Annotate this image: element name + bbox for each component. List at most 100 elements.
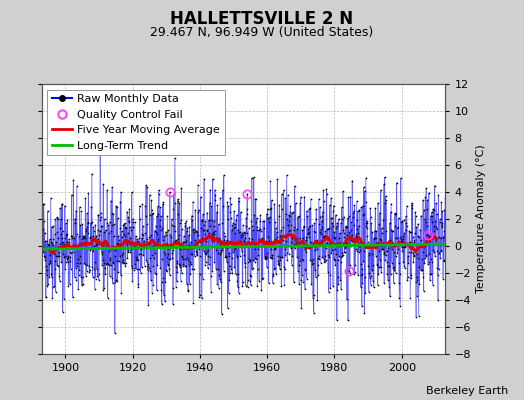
Point [422,252,430,259]
Point [167,241,175,247]
Point [269,272,277,279]
Point [316,260,325,266]
Point [302,249,310,255]
Point [246,256,254,263]
Point [78,242,86,248]
Point [107,228,115,234]
Point [420,244,428,250]
Point [318,218,326,224]
Point [163,227,172,233]
Point [237,247,246,254]
Point [359,212,367,218]
Point [332,212,340,218]
Point [83,262,92,268]
Point [200,176,208,182]
Point [335,230,344,236]
Point [294,213,303,219]
Point [189,300,198,306]
Point [160,249,168,256]
Point [102,227,110,233]
Point [365,288,373,295]
Point [274,258,282,264]
Point [385,238,393,244]
Point [264,280,272,286]
Point [129,224,138,230]
Point [430,207,438,213]
Point [269,271,277,278]
Point [122,224,130,231]
Point [419,197,427,203]
Point [356,247,364,253]
Point [219,187,227,193]
Point [61,265,70,272]
Point [84,190,93,196]
Point [39,249,48,256]
Point [259,218,267,224]
Point [261,255,269,262]
Point [328,215,336,221]
Point [428,259,436,265]
Point [142,257,150,264]
Point [356,242,364,249]
Point [78,236,86,242]
Point [318,213,326,219]
Point [89,224,97,231]
Point [60,234,69,241]
Point [266,206,275,213]
Point [96,217,105,224]
Point [388,245,396,252]
Point [234,271,243,278]
Point [72,208,80,214]
Point [254,266,262,273]
Point [233,277,242,284]
Point [111,330,119,336]
Point [219,242,227,248]
Point [76,253,84,260]
Point [386,219,394,226]
Point [63,216,72,223]
Point [183,224,192,231]
Point [154,203,162,210]
Point [262,238,270,244]
Point [435,234,444,240]
Point [247,273,255,279]
Point [210,258,219,265]
Point [425,238,434,244]
Point [435,250,443,256]
Point [48,284,57,290]
Point [274,253,282,260]
Point [230,264,238,270]
Point [183,255,191,261]
Point [434,297,442,304]
Point [134,281,143,288]
Point [307,196,315,202]
Point [214,266,222,273]
Point [129,241,138,248]
Point [43,208,52,214]
Point [310,229,319,236]
Point [238,283,247,289]
Point [417,237,425,244]
Point [172,278,181,284]
Point [255,278,263,284]
Point [419,288,428,294]
Point [327,250,335,257]
Point [432,224,441,230]
Point [429,247,438,253]
Point [113,241,121,247]
Point [286,227,294,233]
Point [172,284,180,290]
Point [156,204,165,211]
Point [255,226,264,232]
Point [243,191,252,197]
Point [206,186,214,193]
Point [343,224,352,230]
Point [103,260,111,266]
Point [276,232,285,239]
Point [226,201,235,208]
Point [201,218,210,225]
Point [129,224,137,230]
Point [392,211,400,217]
Point [401,213,410,219]
Point [367,282,375,288]
